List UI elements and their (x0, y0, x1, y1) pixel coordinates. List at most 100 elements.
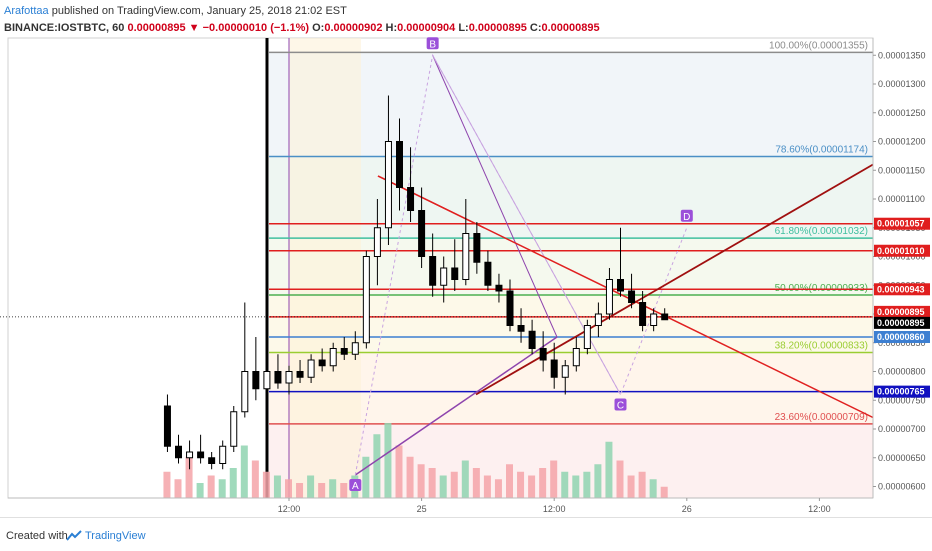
candle-body (208, 457, 216, 464)
volume-bar (439, 475, 447, 498)
low-value: 0.00000895 (468, 22, 527, 34)
candle-body (175, 445, 182, 459)
price-tag (874, 331, 930, 343)
volume-bar (395, 445, 403, 498)
volume-bar (461, 460, 469, 498)
price-tag-label: 0.00000895 (877, 307, 925, 317)
candle-body (373, 227, 381, 257)
candle-body (263, 371, 271, 390)
volume-bar (207, 475, 215, 498)
candle-body (396, 141, 403, 188)
candle-body (329, 348, 337, 367)
pattern-point-label: B (429, 39, 436, 50)
fib-band (269, 352, 873, 424)
candle-body (362, 256, 370, 344)
candle-body (506, 290, 514, 326)
price-tag-label: 0.00001057 (877, 219, 925, 229)
volume-bar (539, 468, 547, 498)
candle-body (473, 233, 481, 263)
volume-bar (229, 468, 237, 498)
pattern-point-marker (614, 398, 627, 411)
volume-bar (506, 464, 513, 498)
fib-label: 78.60%(0.00001174) (775, 144, 868, 155)
price-tag (874, 283, 930, 296)
pattern-point-label: D (683, 212, 690, 223)
volume-bar (528, 475, 536, 498)
ohlc-legend: BINANCE:IOSTBTC, 60 0.00000895 ▼ −0.0000… (4, 22, 600, 34)
trend-line (432, 55, 558, 338)
high-label: H: (385, 22, 398, 34)
volume-bar (550, 460, 558, 498)
candle-body (418, 210, 426, 257)
x-tick-label: 25 (417, 504, 427, 514)
y-tick-label: 0.00001100 (878, 194, 925, 204)
volume-bar (185, 456, 193, 498)
volume-bar (627, 475, 635, 498)
volume-bar (296, 483, 304, 498)
candle-body (241, 371, 249, 413)
fib-label: 100.00%(0.00001355) (769, 40, 868, 51)
candle-body (539, 348, 547, 361)
close-label: C: (529, 22, 542, 34)
volume-bar (572, 475, 580, 498)
price-tag-label: 0.00000860 (877, 332, 925, 342)
x-tick-label: 26 (682, 504, 692, 514)
candle-body (285, 371, 293, 384)
candle-body (550, 359, 558, 378)
candle-body (440, 267, 448, 286)
volume-bar (340, 483, 348, 498)
candle-body (429, 256, 437, 286)
candle-body (274, 371, 282, 384)
volume-bar (494, 479, 502, 498)
y-tick-label: 0.00001200 (878, 137, 926, 147)
close-value: 0.00000895 (541, 22, 600, 34)
price-tag (874, 385, 930, 398)
candle-body (307, 359, 315, 378)
volume-bar (583, 471, 591, 498)
candle-body (583, 325, 591, 349)
candle-body (340, 348, 348, 355)
volume-bar (450, 471, 458, 498)
candle-body (351, 342, 359, 355)
fib-label: 23.60%(0.00000709) (775, 412, 868, 423)
fib-band (269, 423, 873, 498)
price-tag-label: 0.00000943 (877, 284, 925, 294)
volume-bar (616, 460, 624, 498)
volume-bar (649, 479, 657, 498)
x-tick-label: 12:00 (543, 504, 566, 514)
volume-bar (251, 460, 259, 498)
price-tag (874, 316, 930, 329)
candle-body (462, 233, 470, 280)
author-link[interactable]: Arafottaa (4, 5, 49, 17)
volume-bar (174, 479, 182, 498)
y-tick-label: 0.00000800 (878, 367, 926, 377)
published-text: published on TradingView.com, January 25… (51, 5, 347, 17)
price-tag (874, 217, 930, 230)
volume-bar (660, 486, 668, 498)
created-with-text: Created with (6, 530, 68, 542)
fib-label: 38.20%(0.00000833) (775, 341, 868, 352)
candle-body (230, 411, 238, 447)
price-tag-label: 0.00001010 (877, 246, 925, 256)
candle-body (561, 365, 569, 378)
last-price: 0.00000895 (127, 22, 186, 34)
fib-band (269, 156, 873, 239)
open-label: O: (312, 22, 325, 34)
volume-bar (638, 471, 646, 498)
x-tick-label: 12:00 (808, 504, 831, 514)
candle-body (650, 313, 658, 326)
price-tag (874, 244, 930, 257)
volume-bar (218, 479, 226, 498)
candle-body (451, 267, 459, 280)
volume-bar (417, 464, 425, 498)
volume-bar (373, 434, 381, 498)
y-tick-label: 0.00001350 (878, 50, 926, 60)
red-trend-line (377, 175, 485, 229)
candle-body (407, 187, 415, 211)
tradingview-link[interactable]: TradingView (85, 530, 146, 542)
volume-bar (472, 468, 480, 498)
change-value: −0.00000010 (−1.1%) (202, 22, 310, 34)
candle-body (384, 141, 392, 229)
price-chart[interactable]: 100.00%(0.00001355) 78.60%(0.00001174) 61.… (0, 0, 932, 517)
volume-bar (163, 471, 171, 498)
